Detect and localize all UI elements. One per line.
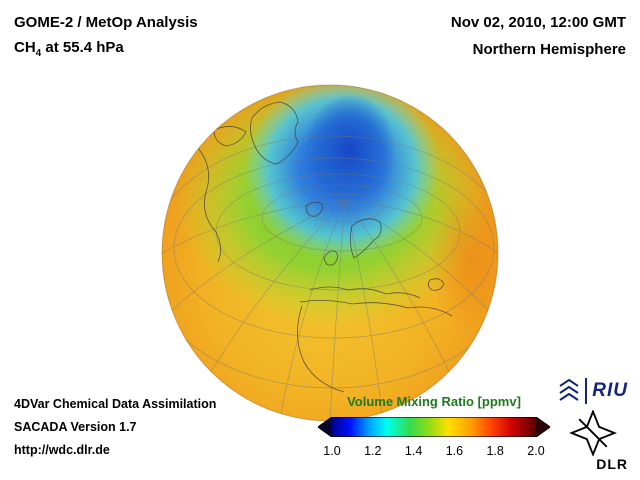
riu-logo: RIU bbox=[558, 378, 628, 404]
datetime-label: Nov 02, 2010, 12:00 GMT bbox=[450, 14, 626, 31]
tick-label: 1.0 bbox=[323, 444, 341, 458]
plot-subtitle: CH4 at 55.4 hPa bbox=[14, 40, 124, 59]
colorbar-right-arrow bbox=[536, 417, 550, 437]
version-label: SACADA Version 1.7 bbox=[14, 420, 137, 434]
tick-label: 1.4 bbox=[404, 444, 423, 458]
riu-wordmark: RIU bbox=[592, 380, 628, 401]
colorbar-gradient bbox=[332, 417, 536, 437]
colorbar bbox=[318, 417, 550, 437]
hemisphere-label: Northern Hemisphere bbox=[472, 41, 626, 58]
tick-label: 1.8 bbox=[486, 444, 504, 458]
riu-divider bbox=[585, 378, 588, 404]
dlr-logo: DLR bbox=[564, 410, 628, 472]
level-label: at 55.4 hPa bbox=[41, 39, 124, 56]
colorbar-title: Volume Mixing Ratio [ppmv] bbox=[347, 394, 521, 409]
species-subscript: 4 bbox=[35, 48, 42, 59]
dlr-star-icon bbox=[569, 410, 617, 456]
colorbar-left-arrow bbox=[318, 417, 332, 437]
coastlines bbox=[197, 101, 453, 393]
tick-label: 1.6 bbox=[445, 444, 464, 458]
tick-label: 2.0 bbox=[527, 444, 545, 458]
tick-label: 1.2 bbox=[364, 444, 382, 458]
plot-title: GOME-2 / MetOp Analysis bbox=[14, 14, 198, 31]
colorbar-ticks: 1.0 1.2 1.4 1.6 1.8 2.0 bbox=[317, 444, 551, 458]
riu-chevron-icon bbox=[559, 378, 579, 401]
assimilation-label: 4DVar Chemical Data Assimilation bbox=[14, 397, 217, 411]
species-label: CH bbox=[14, 39, 36, 56]
url-label: http://wdc.dlr.de bbox=[14, 443, 110, 457]
dlr-wordmark: DLR bbox=[596, 456, 628, 472]
